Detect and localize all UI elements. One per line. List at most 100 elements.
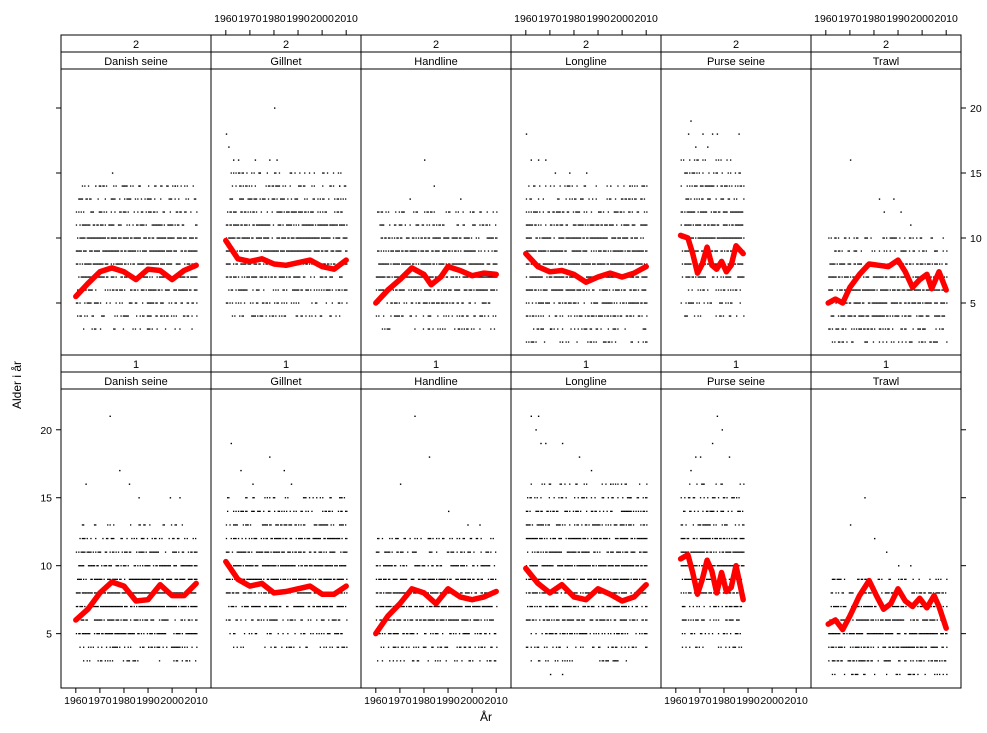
data-point <box>620 224 623 226</box>
data-point <box>714 250 716 252</box>
data-point <box>298 250 300 252</box>
data-point <box>845 302 847 304</box>
data-point <box>322 605 324 608</box>
data-point <box>398 302 400 304</box>
data-point <box>710 224 712 226</box>
data-point <box>548 237 550 239</box>
data-point <box>598 211 600 213</box>
data-point <box>687 198 690 200</box>
data-point <box>104 660 106 662</box>
data-point <box>392 250 394 252</box>
data-point <box>342 605 344 608</box>
data-point <box>697 250 699 252</box>
data-point <box>175 524 177 526</box>
data-point <box>316 565 318 567</box>
data-point <box>277 289 279 291</box>
data-point <box>162 263 164 265</box>
data-point <box>128 633 131 635</box>
data-point <box>904 250 906 252</box>
data-point <box>166 565 168 567</box>
data-point <box>239 172 241 174</box>
data-point <box>313 237 315 239</box>
data-point <box>535 250 537 252</box>
data-point <box>111 605 114 608</box>
data-point <box>701 198 703 200</box>
data-point <box>296 198 299 200</box>
data-point <box>80 619 82 621</box>
data-point <box>156 315 158 317</box>
data-point <box>295 302 297 304</box>
data-point <box>167 289 169 291</box>
data-point <box>602 263 605 265</box>
data-point <box>614 198 617 200</box>
data-point <box>407 276 409 278</box>
data-point-outlier <box>228 146 230 148</box>
data-point <box>255 198 258 200</box>
data-point <box>604 302 606 304</box>
data-point <box>871 328 873 330</box>
data-point <box>287 224 289 226</box>
data-point <box>436 619 438 621</box>
data-point <box>721 172 723 174</box>
data-point <box>393 633 396 635</box>
data-point <box>624 224 626 226</box>
data-point <box>726 159 728 161</box>
data-point <box>580 250 582 252</box>
data-point <box>918 315 920 317</box>
data-point <box>97 660 99 662</box>
data-point <box>714 263 716 265</box>
data-point <box>255 224 258 226</box>
data-point <box>871 302 873 304</box>
data-point <box>377 660 379 662</box>
data-point <box>264 250 266 252</box>
data-point <box>563 276 565 278</box>
data-point <box>895 302 897 304</box>
data-point <box>311 565 313 567</box>
data-point <box>275 537 277 540</box>
data-point <box>884 302 887 304</box>
data-point <box>905 328 907 330</box>
data-point <box>248 185 250 187</box>
data-point <box>83 328 85 330</box>
data-point <box>479 289 481 291</box>
data-point <box>292 565 294 567</box>
data-point <box>231 289 234 291</box>
data-point <box>612 263 614 265</box>
data-point <box>254 276 256 278</box>
data-point <box>725 224 727 226</box>
data-point <box>402 289 404 291</box>
data-point <box>258 263 260 265</box>
data-point <box>144 250 146 252</box>
data-point <box>726 224 728 226</box>
data-point <box>341 289 343 291</box>
data-point <box>117 633 120 635</box>
data-point <box>236 592 238 594</box>
data-point <box>405 237 408 239</box>
data-point <box>186 646 188 648</box>
data-point <box>142 605 144 608</box>
data-point <box>408 289 410 291</box>
data-point <box>539 250 541 252</box>
data-point <box>186 302 188 304</box>
data-point <box>719 211 721 213</box>
data-point <box>889 315 891 317</box>
data-point <box>559 302 561 304</box>
data-point <box>249 302 252 304</box>
data-point <box>631 185 633 187</box>
data-point <box>941 302 943 304</box>
data-point <box>565 276 567 278</box>
data-point <box>889 289 891 291</box>
data-point <box>163 619 165 621</box>
data-point <box>325 276 327 278</box>
data-point <box>828 237 830 239</box>
data-point <box>156 328 158 330</box>
data-point <box>329 497 331 499</box>
data-point <box>600 263 602 265</box>
data-point <box>260 250 262 252</box>
data-point <box>294 524 296 526</box>
data-point <box>130 646 132 648</box>
data-point <box>160 198 162 200</box>
data-point <box>128 578 131 580</box>
data-point <box>87 592 90 594</box>
data-point <box>864 237 866 239</box>
